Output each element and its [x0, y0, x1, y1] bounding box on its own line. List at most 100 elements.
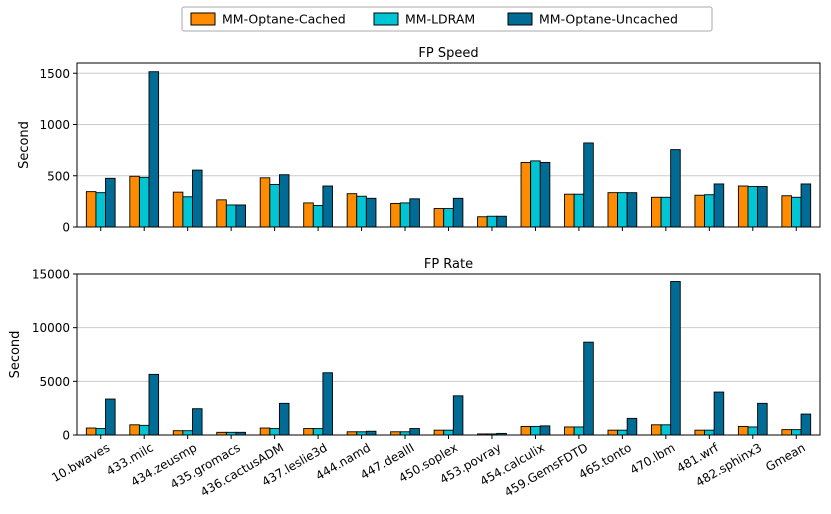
bar: [409, 198, 420, 228]
bar: [607, 192, 619, 228]
bar: [781, 195, 792, 228]
bar: [105, 398, 116, 436]
legend: MM-Optane-Cached MM-LDRAM MM-Optane-Uncach…: [181, 6, 713, 32]
legend-entry: MM-Optane-Cached: [190, 12, 346, 27]
bar: [312, 428, 324, 436]
bar: [486, 215, 498, 228]
bar: [172, 191, 184, 228]
subplot-fp-speed: 0 500 1000 1500 FP Speed Second: [17, 46, 821, 235]
bar: [564, 426, 575, 436]
bar: [583, 341, 594, 436]
bar: [660, 196, 672, 228]
bar: [694, 429, 705, 436]
legend-entry: MM-LDRAM: [373, 12, 475, 27]
axes-frame: [76, 273, 821, 436]
bar: [225, 204, 237, 228]
y-axis-label: Second: [8, 331, 23, 379]
bar: [85, 427, 97, 436]
bar: [129, 424, 140, 436]
bar: [259, 177, 271, 228]
subplot-title: FP Rate: [424, 257, 473, 272]
bar: [312, 205, 324, 228]
bar: [651, 424, 662, 436]
x-tick-label: 10.bwaves: [49, 440, 112, 484]
bar: [800, 413, 812, 436]
y-tick-label: 0: [62, 221, 70, 235]
bar: [269, 184, 280, 228]
legend-label: MM-LDRAM: [405, 12, 475, 27]
bar: [443, 429, 454, 436]
bar: [747, 426, 759, 436]
bar: [791, 429, 802, 436]
bar: [322, 185, 333, 228]
bar: [626, 417, 638, 436]
bar: [520, 161, 532, 228]
bar: [757, 402, 768, 436]
bar: [564, 193, 575, 228]
bar: [95, 192, 106, 228]
bar: [192, 169, 203, 228]
bar: [192, 408, 203, 436]
bar: [443, 208, 454, 228]
bar: [182, 430, 193, 436]
legend-swatch: [373, 12, 399, 26]
bar: [670, 149, 681, 228]
bar: [573, 193, 585, 228]
y-tick-label: 1000: [39, 118, 70, 132]
subplot-title: FP Speed: [418, 46, 478, 61]
legend-swatch: [190, 12, 216, 26]
bar: [791, 196, 802, 228]
bar: [607, 429, 619, 436]
bar: [530, 160, 541, 228]
bar: [704, 194, 715, 228]
x-tick-label: Gmean: [763, 440, 808, 474]
bar: [704, 429, 715, 436]
bar: [617, 192, 628, 228]
bar: [409, 428, 420, 436]
bar: [530, 425, 541, 436]
bar: [278, 402, 290, 436]
legend-swatch: [507, 12, 533, 26]
bar: [800, 183, 812, 228]
bar: [737, 425, 749, 436]
legend-label: MM-Optane-Cached: [222, 12, 346, 27]
bar: [105, 177, 116, 228]
y-tick-label: 15000: [32, 268, 70, 282]
bar: [660, 424, 672, 436]
bar: [573, 426, 585, 436]
bar: [433, 208, 445, 228]
y-tick-label: 0: [62, 429, 70, 443]
bar: [303, 428, 314, 436]
y-axis-label: Second: [17, 121, 32, 169]
bar: [520, 425, 532, 436]
bar: [95, 428, 106, 436]
bar: [496, 215, 507, 228]
legend-frame: [181, 6, 713, 32]
bar: [452, 197, 464, 228]
bar: [172, 430, 184, 436]
y-tick-label: 5000: [39, 375, 70, 389]
bar: [365, 430, 377, 436]
bar: [182, 196, 193, 228]
bar: [235, 204, 246, 228]
bar: [269, 428, 280, 436]
y-tick-label: 1500: [39, 67, 70, 81]
bar: [365, 197, 377, 228]
bar: [138, 424, 150, 436]
bar: [452, 395, 464, 436]
x-tick-label: 470.lbm: [628, 440, 678, 477]
plots: 0 500 1000 1500 FP Speed Second 0 5000 10000 1500…: [8, 46, 821, 500]
bar: [539, 425, 551, 436]
bar: [539, 161, 551, 228]
bar: [129, 175, 140, 228]
bar: [617, 429, 628, 436]
bar: [781, 429, 792, 436]
bar: [477, 216, 488, 228]
bar: [433, 429, 445, 436]
bar: [583, 142, 594, 228]
legend-entry: MM-Optane-Uncached: [507, 12, 678, 27]
y-tick-label: 10000: [32, 321, 70, 335]
bar: [713, 183, 725, 228]
bar: [259, 427, 271, 436]
